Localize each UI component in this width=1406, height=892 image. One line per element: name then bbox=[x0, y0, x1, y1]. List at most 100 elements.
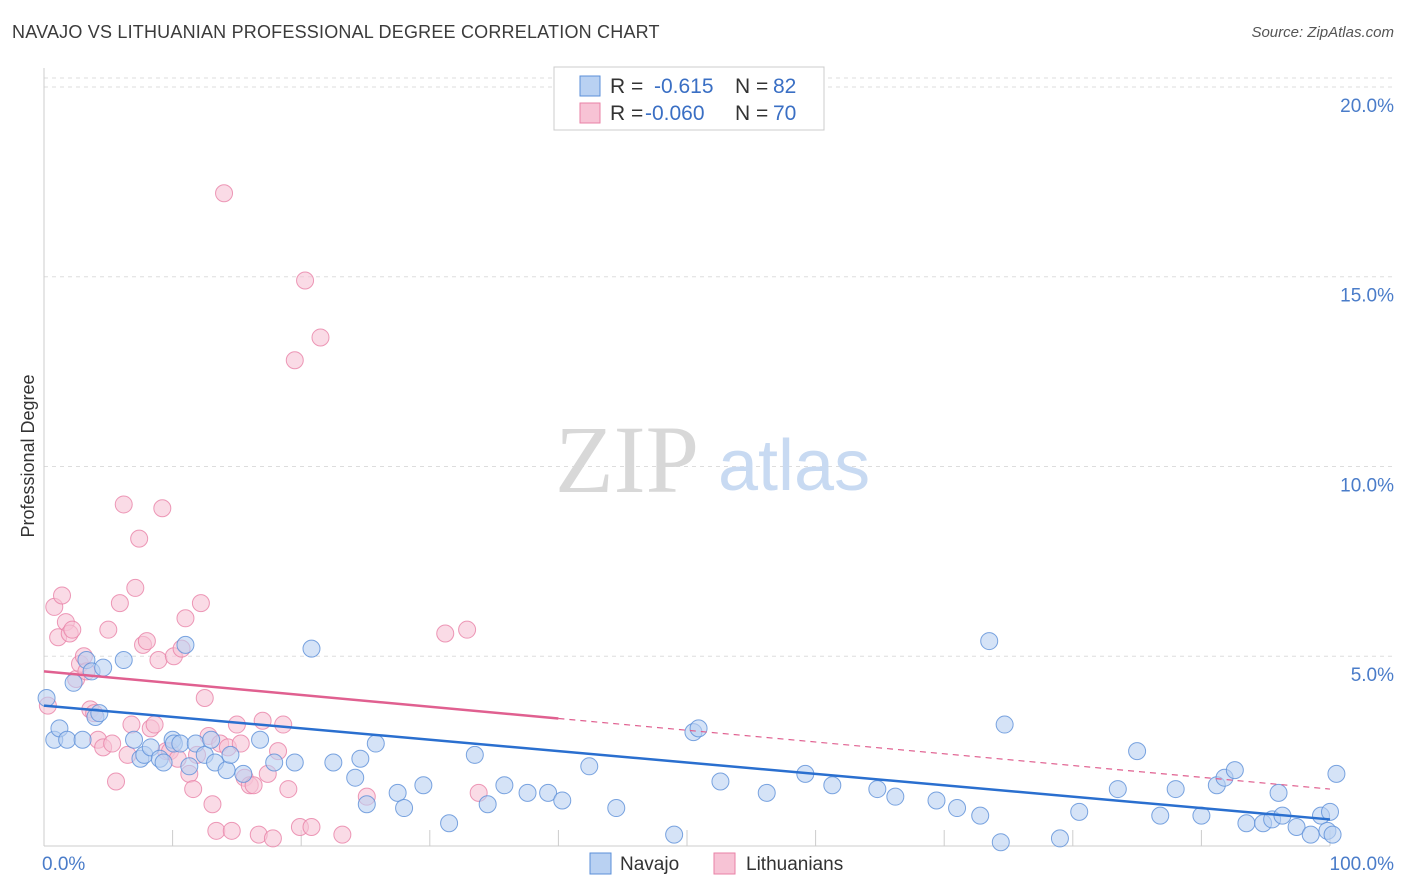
lithuanian-point bbox=[153, 499, 172, 518]
navajo-point bbox=[125, 730, 144, 749]
navajo-point bbox=[90, 704, 109, 723]
watermark-atlas: atlas bbox=[718, 426, 870, 506]
legend-r-value-lithuanian: -0.060 bbox=[645, 102, 705, 125]
navajo-point bbox=[495, 776, 514, 795]
lithuanian-point bbox=[333, 825, 352, 844]
lithuanian-point bbox=[107, 772, 126, 791]
navajo-point bbox=[388, 783, 407, 802]
navajo-point bbox=[1323, 825, 1342, 844]
legend-n-label: N = bbox=[735, 75, 768, 98]
navajo-point bbox=[1321, 802, 1339, 821]
lithuanian-point bbox=[63, 620, 82, 639]
lithuanian-point bbox=[285, 351, 304, 370]
lithuanian-point bbox=[231, 734, 250, 753]
navajo-point bbox=[1237, 814, 1256, 833]
lithuanian-point bbox=[99, 620, 118, 639]
lithuanian-point bbox=[191, 594, 210, 613]
lithuanian-point bbox=[145, 715, 164, 734]
lithuanian-point bbox=[122, 715, 141, 734]
navajo-point bbox=[886, 787, 905, 806]
navajo-point bbox=[37, 688, 56, 707]
lithuanian-point bbox=[195, 688, 214, 707]
lithuanian-point bbox=[149, 651, 168, 670]
navajo-point bbox=[114, 651, 133, 670]
legend-swatch-navajo bbox=[579, 75, 601, 97]
navajo-point bbox=[689, 719, 708, 738]
navajo-point bbox=[324, 753, 343, 772]
navajo-point bbox=[180, 757, 199, 776]
navajo-point bbox=[1128, 742, 1147, 761]
bottom-legend-label-navajo: Navajo bbox=[620, 854, 679, 875]
navajo-point bbox=[64, 673, 83, 692]
lithuanian-point bbox=[274, 715, 293, 734]
navajo-point bbox=[1301, 825, 1320, 844]
lithuanian-point bbox=[110, 594, 129, 613]
trend-lines bbox=[43, 670, 1331, 821]
legend-r-value-navajo: -0.615 bbox=[654, 75, 714, 98]
navajo-point bbox=[711, 772, 730, 791]
navajo-point bbox=[980, 632, 999, 651]
lithuanian-point bbox=[126, 578, 145, 597]
x-tick-label-min: 0.0% bbox=[42, 854, 85, 875]
bottom-legend-swatch-lithuanian bbox=[713, 852, 736, 875]
navajo-point bbox=[607, 799, 626, 818]
navajo-point bbox=[202, 730, 221, 749]
bottom-legend-label-lithuanian: Lithuanians bbox=[746, 854, 843, 875]
navajo-point bbox=[366, 734, 385, 753]
navajo-point bbox=[265, 753, 284, 772]
navajo-point bbox=[1070, 802, 1089, 821]
lithuanian-point bbox=[130, 529, 149, 548]
navajo-point bbox=[1269, 783, 1288, 802]
navajo-point bbox=[991, 833, 1010, 852]
lithuanian-point bbox=[436, 624, 455, 643]
lithuanian-point bbox=[222, 821, 241, 840]
lithuanian-point bbox=[311, 328, 330, 347]
navajo-point bbox=[927, 791, 946, 810]
lithuanian-point bbox=[114, 495, 133, 514]
lithuanian-point bbox=[176, 609, 195, 628]
navajo-point bbox=[171, 734, 190, 753]
lithuanian-point bbox=[302, 818, 321, 837]
navajo-point bbox=[1166, 780, 1185, 799]
bottom-legend-swatch-navajo bbox=[589, 852, 612, 875]
y-axis-label: Professional Degree bbox=[18, 374, 38, 537]
y-tick-label: 10.0% bbox=[1340, 475, 1394, 496]
y-tick-label: 20.0% bbox=[1340, 96, 1394, 117]
navajo-point bbox=[221, 745, 240, 764]
navajo-point bbox=[94, 658, 113, 677]
navajo-point bbox=[665, 825, 684, 844]
lithuanian-point bbox=[53, 586, 72, 605]
lithuanian-point bbox=[296, 271, 315, 290]
legend-r-label: R = bbox=[610, 102, 643, 125]
lithuanian-trend-line bbox=[43, 670, 559, 720]
legend-swatch-lithuanian bbox=[579, 102, 601, 124]
grid-lines bbox=[44, 77, 1392, 657]
y-tick-label: 5.0% bbox=[1351, 665, 1394, 686]
lithuanian-point bbox=[279, 780, 298, 799]
lithuanian-point bbox=[184, 780, 203, 799]
navajo-point bbox=[553, 791, 572, 810]
navajo-point bbox=[478, 795, 497, 814]
navajo-point bbox=[539, 783, 558, 802]
lithuanian-point bbox=[244, 776, 263, 795]
legend-box: R = -0.615 N = 82 R = -0.060 N = 70 bbox=[553, 66, 825, 131]
lithuanian-point bbox=[137, 632, 156, 651]
bottom-legend: Navajo Lithuanians bbox=[589, 852, 843, 875]
navajo-point bbox=[1050, 829, 1069, 848]
navajo-point bbox=[440, 814, 459, 833]
lithuanian-point bbox=[207, 821, 226, 840]
navajo-point bbox=[757, 783, 776, 802]
chart-title: NAVAJO VS LITHUANIAN PROFESSIONAL DEGREE… bbox=[12, 22, 660, 42]
navajo-point bbox=[176, 635, 195, 654]
navajo-point bbox=[234, 764, 253, 783]
navajo-point bbox=[1151, 806, 1170, 825]
legend-n-value-navajo: 82 bbox=[773, 75, 796, 98]
navajo-point bbox=[217, 761, 236, 780]
navajo-point bbox=[1225, 761, 1244, 780]
navajo-point bbox=[251, 730, 270, 749]
navajo-point bbox=[948, 799, 967, 818]
x-tick-label-max: 100.0% bbox=[1330, 854, 1395, 875]
lithuanian-trend-line-extension bbox=[558, 717, 1331, 790]
navajo-point bbox=[868, 780, 887, 799]
navajo-point bbox=[823, 776, 842, 795]
